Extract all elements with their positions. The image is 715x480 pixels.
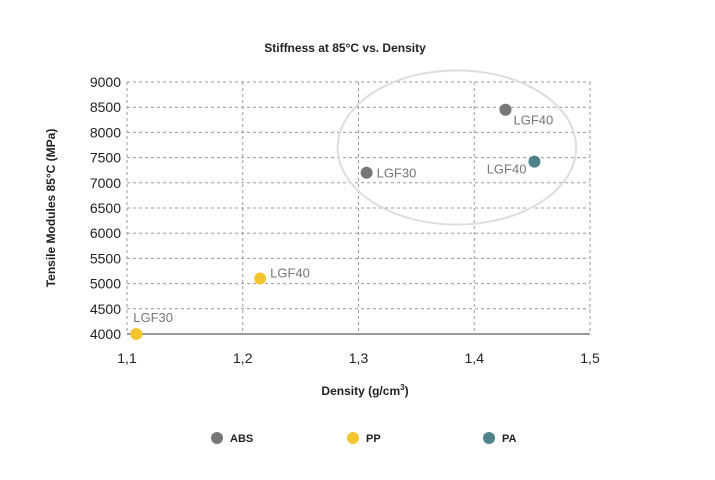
grid: [126, 81, 591, 334]
data-point-abs: [499, 103, 512, 116]
data-label: LGF30: [133, 310, 173, 325]
y-tick-label: 6500: [90, 200, 121, 216]
legend-marker-pp: [347, 432, 359, 444]
x-tick-label: 1,5: [580, 350, 600, 366]
x-tick-label: 1,4: [465, 350, 485, 366]
x-tick-label: 1,1: [117, 350, 137, 366]
data-label: LGF40: [487, 162, 527, 177]
highlight-ellipse: [336, 69, 578, 226]
legend-marker-abs: [211, 432, 223, 444]
legend-label-abs: ABS: [230, 433, 253, 445]
y-axis-label: Tensile Modules 85°C (MPa): [44, 129, 58, 288]
chart-title: Stiffness at 85°C vs. Density: [264, 41, 426, 55]
data-point-pa: [528, 155, 541, 168]
x-tick-label: 1,3: [349, 350, 369, 366]
data-points: LGF30 LGF40 LGF30 LGF40 LGF40: [130, 103, 554, 340]
y-tick-label: 4500: [90, 301, 121, 317]
y-tick-label: 8000: [90, 124, 121, 140]
data-label: LGF30: [377, 166, 417, 181]
data-point-pp: [130, 328, 143, 340]
legend-label-pa: PA: [502, 433, 517, 445]
data-label: LGF40: [270, 266, 310, 281]
data-point-abs: [360, 166, 373, 179]
data-label: LGF40: [514, 113, 554, 128]
annotation-layer: [336, 69, 578, 226]
y-axis: 4000 4500 5000 5500 6000 6500 7000 7500 8000 8500…: [90, 74, 121, 342]
y-tick-label: 5500: [90, 250, 121, 266]
x-tick-label: 1,2: [233, 350, 253, 366]
y-tick-label: 8500: [90, 99, 121, 115]
y-tick-label: 6000: [90, 225, 121, 241]
y-tick-label: 7000: [90, 175, 121, 191]
legend-marker-pa: [483, 432, 495, 444]
x-axis-label: Density (g/cm3): [321, 383, 408, 398]
legend-label-pp: PP: [366, 433, 381, 445]
x-axis-label-main: Density (g/cm: [321, 384, 400, 398]
legend: ABS PP PA: [211, 432, 517, 445]
y-tick-label: 4000: [90, 326, 121, 342]
y-tick-label: 9000: [90, 74, 121, 90]
x-axis-label-end: ): [405, 384, 409, 398]
y-tick-label: 5000: [90, 276, 121, 292]
x-axis-label-sup: 3: [400, 383, 405, 392]
data-point-pp: [254, 272, 267, 285]
x-axis: 1,1 1,2 1,3 1,4 1,5: [117, 333, 600, 366]
y-tick-label: 7500: [90, 150, 121, 166]
